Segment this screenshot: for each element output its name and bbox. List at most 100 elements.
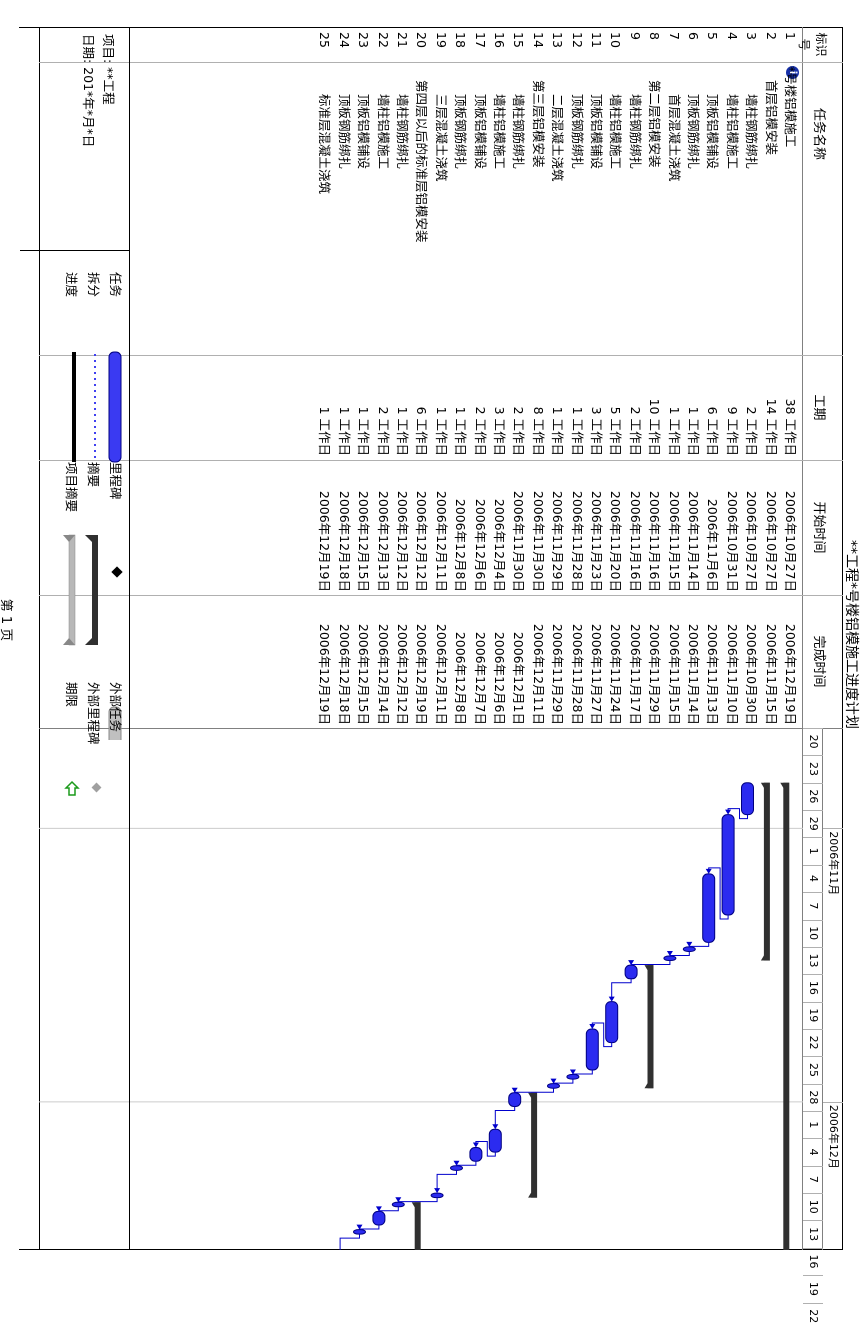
dependency-link-arrow xyxy=(686,941,693,947)
task-duration: 6 工作日 xyxy=(414,406,430,456)
task-start: 2006年11月28日 xyxy=(569,490,585,592)
timescale-day: 16 xyxy=(807,1254,820,1269)
header-duration: 工期 xyxy=(811,394,826,421)
task-duration: 1 工作日 xyxy=(317,406,333,456)
dependency-link-arrow xyxy=(725,809,732,815)
task-bar xyxy=(605,1001,619,1044)
task-name: 顶板钢筋绑扎 xyxy=(569,94,585,170)
task-finish: 2006年11月15日 xyxy=(666,623,682,725)
gantt-chart xyxy=(39,782,803,1250)
dependency-link xyxy=(456,1161,477,1166)
task-finish: 2006年11月10日 xyxy=(724,623,740,725)
task-name: 墙柱铝模施工 xyxy=(492,94,507,170)
dependency-link-arrow xyxy=(705,868,712,874)
task-finish: 2006年10月30日 xyxy=(744,623,760,725)
summary-end-right xyxy=(644,1083,654,1089)
legend-progress-label: 进度 xyxy=(64,272,79,298)
task-duration: 3 工作日 xyxy=(589,406,604,456)
task-bar xyxy=(566,1074,580,1080)
task-id: 21 xyxy=(395,32,410,48)
dependency-link-arrow xyxy=(375,1206,382,1212)
dependency-link-arrow xyxy=(434,1188,441,1194)
task-start: 2006年10月27日 xyxy=(744,490,760,592)
page-number: 第 1 页 xyxy=(0,560,17,680)
task-name: 顶板钢筋绑扎 xyxy=(336,94,352,170)
task-start: 2006年12月15日 xyxy=(356,490,372,592)
task-finish: 2006年11月29日 xyxy=(647,623,663,725)
task-name: 顶板铝模铺设 xyxy=(705,94,721,170)
dependency-link-arrow xyxy=(628,960,635,966)
task-duration: 14 工作日 xyxy=(763,398,779,456)
task-bar xyxy=(353,1229,366,1235)
task-duration: 1 工作日 xyxy=(336,406,352,456)
task-finish: 2006年12月1日 xyxy=(511,631,527,725)
summary-end-left xyxy=(780,782,790,788)
header-id: 标识号 xyxy=(797,32,828,57)
dependency-link xyxy=(514,1088,554,1093)
summary-end-left xyxy=(411,1202,421,1208)
task-duration: 1 工作日 xyxy=(666,406,682,456)
task-name: 墙柱铝模施工 xyxy=(608,94,624,170)
dependency-link xyxy=(591,1022,613,1048)
dependency-link xyxy=(494,1106,516,1126)
task-id: 11 xyxy=(589,32,604,48)
timescale-day: 4 xyxy=(807,874,820,882)
task-name: 墙柱钢筋绑扎 xyxy=(511,94,527,170)
task-bar xyxy=(372,1210,386,1226)
task-duration: 2 工作日 xyxy=(744,406,760,456)
summary-end-left xyxy=(644,965,654,971)
timescale-month: 2006年12月 xyxy=(827,1104,840,1169)
task-name: 墙柱钢筋绑扎 xyxy=(627,94,643,170)
task-finish: 2006年11月14日 xyxy=(686,623,701,725)
task-start: 2006年12月4日 xyxy=(492,498,507,592)
task-duration: 2 工作日 xyxy=(511,406,527,456)
task-id: 1 xyxy=(783,32,798,40)
legend-split-label: 拆分 xyxy=(86,272,101,298)
task-finish: 2006年12月19日 xyxy=(317,623,333,725)
task-name: 二层混凝土浇筑 xyxy=(550,94,566,182)
dependency-link xyxy=(436,1170,457,1190)
timescale-day: 19 xyxy=(807,1008,820,1023)
summary-bar xyxy=(414,1202,421,1250)
legend-external-milestone-symbol xyxy=(91,782,102,793)
legend-milestone-symbol xyxy=(111,566,123,578)
task-duration: 38 工作日 xyxy=(783,398,798,456)
task-start: 2006年12月12日 xyxy=(414,490,430,592)
task-finish: 2006年12月11日 xyxy=(530,623,546,725)
legend-project-summary-symbol xyxy=(68,534,76,646)
task-id: 6 xyxy=(686,32,701,40)
timescale-day: 4 xyxy=(807,1148,820,1156)
task-start: 2006年10月27日 xyxy=(783,490,798,592)
task-id: 20 xyxy=(414,32,430,48)
task-bar xyxy=(585,1028,599,1071)
dependency-link-arrow xyxy=(492,1124,499,1130)
dependency-link xyxy=(339,1234,360,1250)
task-start: 2006年12月6日 xyxy=(472,498,488,592)
task-finish: 2006年12月6日 xyxy=(492,631,507,725)
task-bar xyxy=(663,955,677,962)
task-bar xyxy=(450,1165,463,1171)
task-duration: 1 工作日 xyxy=(356,406,372,456)
task-bar xyxy=(391,1201,405,1208)
summary-bar xyxy=(783,782,790,1250)
dependency-link xyxy=(630,960,671,966)
dependency-link xyxy=(669,951,690,956)
dependency-link xyxy=(553,1079,574,1084)
timescale-day: 19 xyxy=(807,1281,820,1296)
dependency-link-arrow xyxy=(472,1142,479,1148)
legend-summary-label: 摘要 xyxy=(86,462,101,488)
task-id: 13 xyxy=(550,32,566,48)
task-duration: 9 工作日 xyxy=(724,406,740,456)
task-bar xyxy=(469,1147,483,1162)
task-bar xyxy=(721,814,735,916)
header-finish: 完成时间 xyxy=(811,635,826,688)
dependency-link xyxy=(378,1206,399,1212)
task-duration: 2 工作日 xyxy=(472,406,488,456)
task-start: 2006年11月16日 xyxy=(627,490,643,592)
header-name: 任务名称 xyxy=(811,108,826,161)
timescale-day: 7 xyxy=(807,902,820,910)
task-finish: 2006年11月13日 xyxy=(705,623,721,725)
timescale-day: 16 xyxy=(807,980,820,995)
task-id: 25 xyxy=(317,32,333,48)
legend-external-task-symbol xyxy=(108,706,122,740)
